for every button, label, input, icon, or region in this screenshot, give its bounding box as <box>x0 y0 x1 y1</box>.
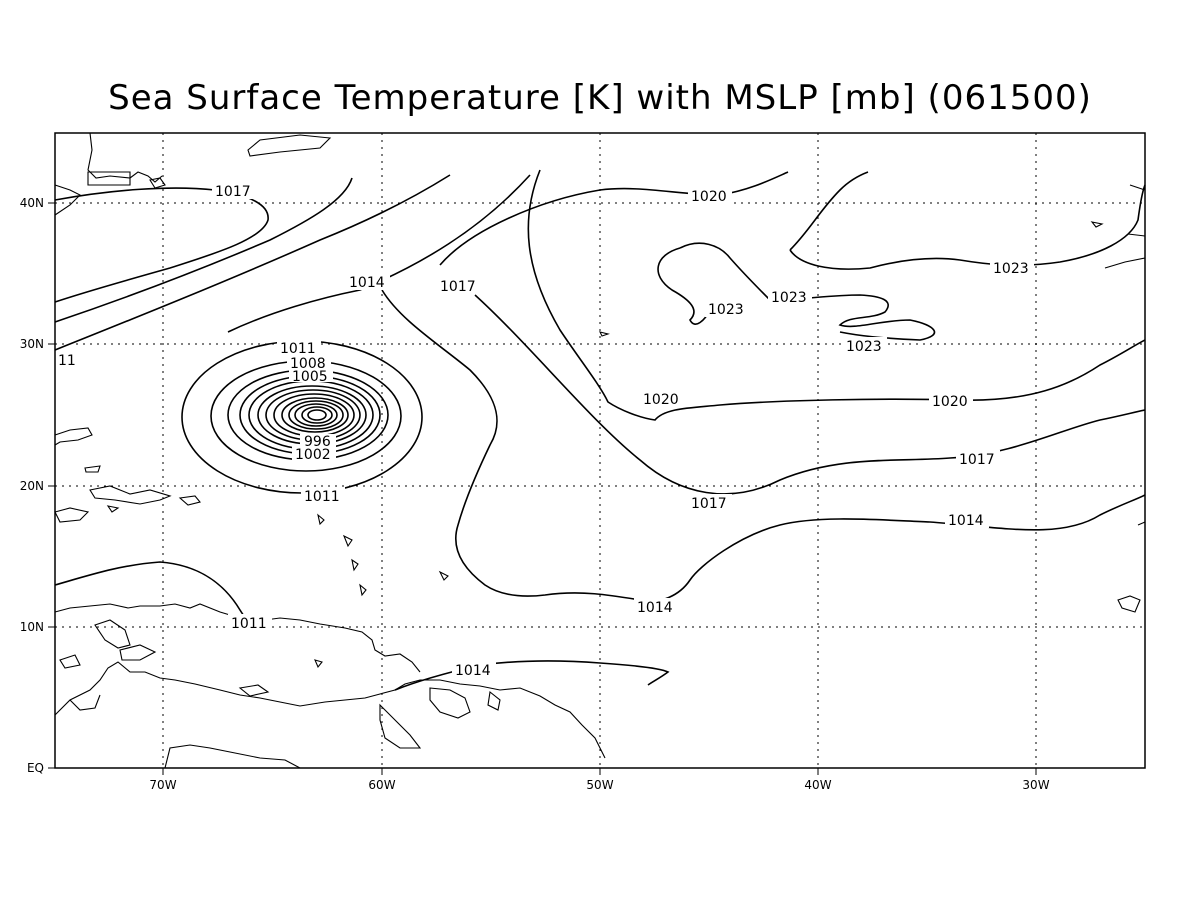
contour-label: 1002 <box>292 446 336 463</box>
map-title: Sea Surface Temperature [K] with MSLP [m… <box>108 78 1092 118</box>
svg-text:1002: 1002 <box>295 447 331 463</box>
coastlines <box>54 132 1146 769</box>
svg-text:1014: 1014 <box>349 275 385 291</box>
tick-marks <box>48 202 1037 775</box>
lon-label: 30W <box>1022 778 1049 792</box>
svg-text:1005: 1005 <box>292 369 328 385</box>
contour-label: 1020 <box>929 392 973 410</box>
lon-label: 50W <box>586 778 613 792</box>
contour-label: 1023 <box>990 259 1034 277</box>
contour-label: 1023 <box>705 300 749 318</box>
svg-text:1011: 1011 <box>280 341 316 357</box>
contour-label: 1011 <box>277 339 321 357</box>
svg-text:11: 11 <box>58 353 76 369</box>
svg-text:1014: 1014 <box>637 600 673 616</box>
contour-labels: 1017 1014 1017 1020 1023 1023 1023 1023 … <box>56 182 1034 679</box>
lat-label: 30N <box>20 337 44 351</box>
contour-label: 1014 <box>945 511 989 529</box>
lon-label: 40W <box>804 778 831 792</box>
contour-label: 1017 <box>688 494 732 512</box>
svg-text:1020: 1020 <box>932 394 968 410</box>
svg-text:1017: 1017 <box>691 496 727 512</box>
contour-label: 1023 <box>768 288 812 306</box>
contour-label: 1017 <box>437 277 481 295</box>
lat-label: 40N <box>20 196 44 210</box>
svg-text:1023: 1023 <box>708 302 744 318</box>
svg-text:1020: 1020 <box>643 392 679 408</box>
svg-text:1017: 1017 <box>215 184 251 200</box>
contour-label: 1023 <box>843 337 887 355</box>
contour-label: 1017 <box>956 450 1000 468</box>
svg-text:1014: 1014 <box>948 513 984 529</box>
lat-label: EQ <box>27 761 44 775</box>
grid-lines <box>55 133 1145 768</box>
contour-label: 11 <box>56 351 76 369</box>
svg-text:1023: 1023 <box>771 290 807 306</box>
svg-text:1011: 1011 <box>304 489 340 505</box>
lat-label: 20N <box>20 479 44 493</box>
contour-label: 1011 <box>228 614 272 632</box>
svg-text:1017: 1017 <box>959 452 995 468</box>
contour-label: 1017 <box>212 182 256 200</box>
contour-label: 1020 <box>688 187 732 205</box>
lon-label: 70W <box>149 778 176 792</box>
contour-label: 996 <box>300 434 336 450</box>
contour-label: 1014 <box>452 661 496 679</box>
lat-label: 10N <box>20 620 44 634</box>
svg-text:1011: 1011 <box>231 616 267 632</box>
svg-text:1020: 1020 <box>691 189 727 205</box>
svg-text:1017: 1017 <box>440 279 476 295</box>
svg-text:1023: 1023 <box>846 339 882 355</box>
contour-label: 1011 <box>301 487 345 505</box>
longitude-labels: 70W 60W 50W 40W 30W <box>149 778 1049 792</box>
contour-label: 1014 <box>634 598 678 616</box>
svg-text:1023: 1023 <box>993 261 1029 277</box>
svg-text:1014: 1014 <box>455 663 491 679</box>
lon-label: 60W <box>368 778 395 792</box>
latitude-labels: EQ 10N 20N 30N 40N <box>20 196 44 775</box>
contour-label: 1014 <box>346 273 390 291</box>
contour-label: 1020 <box>640 390 684 408</box>
isobars <box>54 169 1146 691</box>
contour-label: 1005 <box>289 368 333 385</box>
svg-text:996: 996 <box>304 434 331 450</box>
